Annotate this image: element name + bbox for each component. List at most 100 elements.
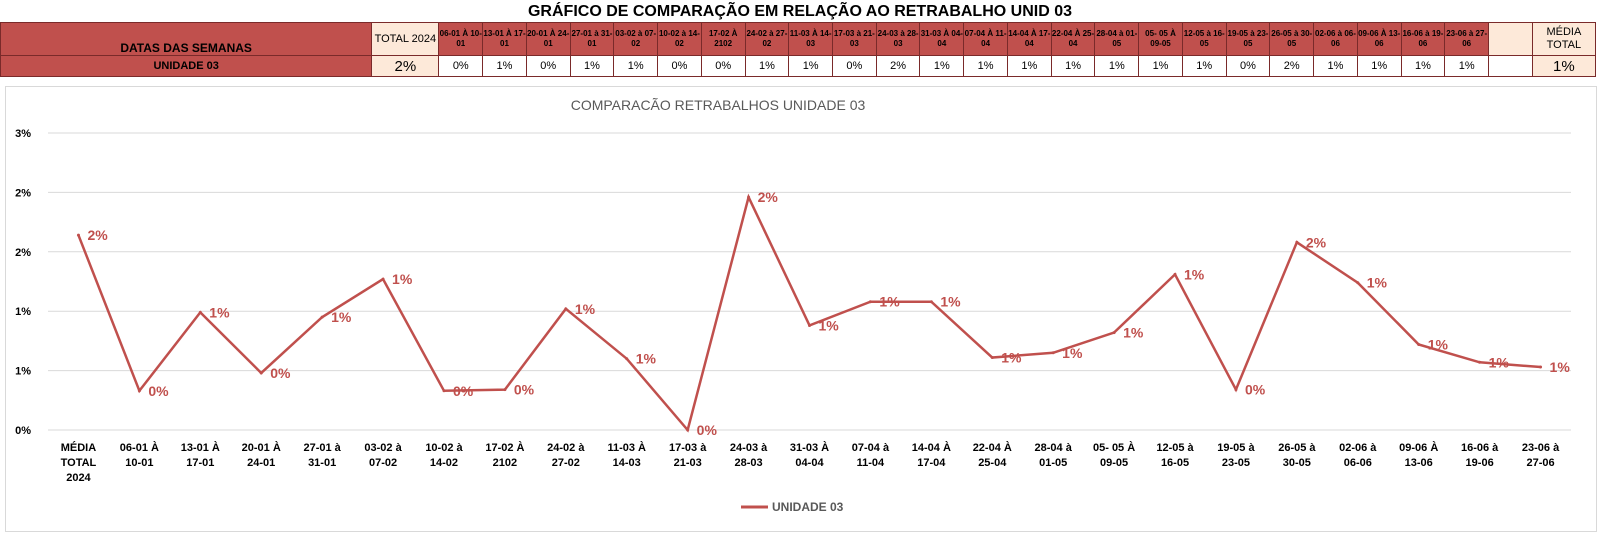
data-point[interactable] bbox=[564, 307, 568, 311]
x-tick-label: 14-04 À 17-04 bbox=[912, 441, 951, 469]
week-header-cell[interactable]: 10-02 à 14-02 bbox=[657, 22, 702, 56]
total-value-cell[interactable]: 2% bbox=[371, 55, 440, 77]
week-header-cell[interactable]: 24-02 à 27-02 bbox=[744, 22, 790, 56]
data-point[interactable] bbox=[76, 233, 80, 237]
week-value-cell[interactable]: 1% bbox=[1050, 55, 1096, 77]
week-header-cell[interactable]: 11-03 À 14-03 bbox=[788, 22, 834, 56]
week-header-cell[interactable]: 31-03 À 04-04 bbox=[919, 22, 965, 56]
week-value-cell[interactable]: 1% bbox=[963, 55, 1008, 77]
data-point[interactable] bbox=[320, 315, 324, 319]
data-point[interactable] bbox=[1051, 351, 1055, 355]
empty-value-cell[interactable] bbox=[1488, 55, 1533, 77]
week-header-cell[interactable]: 06-01 À 10-01 bbox=[438, 22, 484, 56]
weeks-label-cell[interactable]: DATAS DAS SEMANAS bbox=[0, 22, 373, 56]
data-label: 2% bbox=[1306, 234, 1327, 250]
data-point[interactable] bbox=[808, 323, 811, 327]
data-label: 0% bbox=[697, 422, 718, 438]
data-label: 0% bbox=[270, 365, 291, 381]
week-header-cell[interactable]: 02-06 à 06-06 bbox=[1313, 22, 1358, 56]
week-value-cell[interactable]: 0% bbox=[525, 55, 571, 77]
week-value-cell[interactable]: 1% bbox=[919, 55, 965, 77]
week-header-cell[interactable]: 16-06 à 19-06 bbox=[1400, 22, 1446, 56]
week-header-cell[interactable]: 20-01 À 24-01 bbox=[525, 22, 571, 56]
y-tick-label: 2% bbox=[15, 247, 31, 259]
x-tick-label: 26-05 à 30-05 bbox=[1278, 442, 1316, 469]
x-tick-label: 10-02 à 14-02 bbox=[425, 442, 463, 469]
data-point[interactable] bbox=[137, 389, 141, 393]
week-value-cell[interactable]: 2% bbox=[875, 55, 921, 77]
week-header-cell[interactable]: 17-03 à 21-03 bbox=[832, 22, 877, 56]
data-point[interactable] bbox=[1478, 360, 1482, 364]
media-value-cell[interactable]: 1% bbox=[1531, 55, 1597, 77]
week-value-cell[interactable]: 1% bbox=[1138, 55, 1183, 77]
media-header-cell[interactable]: MÉDIA TOTAL bbox=[1531, 22, 1597, 56]
data-point[interactable] bbox=[1295, 240, 1299, 244]
week-value-cell[interactable]: 0% bbox=[832, 55, 877, 77]
data-point[interactable] bbox=[1356, 281, 1360, 285]
week-value-cell[interactable]: 1% bbox=[1006, 55, 1052, 77]
week-value-cell[interactable]: 2% bbox=[1269, 55, 1315, 77]
total-header-cell[interactable]: TOTAL 2024 bbox=[371, 22, 440, 56]
week-header-cell[interactable]: 03-02 à 07-02 bbox=[613, 22, 659, 56]
week-value-cell[interactable]: 1% bbox=[1094, 55, 1140, 77]
data-label: 1% bbox=[879, 294, 900, 310]
data-point[interactable] bbox=[503, 388, 507, 392]
week-header-cell[interactable]: 22-04 À 25-04 bbox=[1050, 22, 1096, 56]
week-value-cell[interactable]: 0% bbox=[438, 55, 484, 77]
data-point[interactable] bbox=[990, 356, 994, 360]
line-chart: COMPARACÃO RETRABALHOS UNIDADE 03 0% 1% 1%… bbox=[15, 97, 1571, 514]
week-value-cell[interactable]: 1% bbox=[613, 55, 659, 77]
data-point[interactable] bbox=[198, 310, 202, 314]
week-value-cell[interactable]: 1% bbox=[1400, 55, 1446, 77]
data-point[interactable] bbox=[1417, 342, 1421, 346]
week-value-cell[interactable]: 1% bbox=[1181, 55, 1227, 77]
week-header-cell[interactable]: 24-03 à 28-03 bbox=[875, 22, 921, 56]
week-value-cell[interactable]: 1% bbox=[788, 55, 834, 77]
week-header-cell[interactable]: 14-04 À 17-04 bbox=[1006, 22, 1052, 56]
data-point[interactable] bbox=[1234, 388, 1238, 392]
data-point[interactable] bbox=[625, 357, 629, 361]
data-point[interactable] bbox=[259, 371, 263, 375]
x-tick-label: 22-04 À 25-04 bbox=[973, 441, 1012, 469]
x-tick-label: 24-03 à 28-03 bbox=[730, 442, 768, 469]
week-header-cell[interactable]: 28-04 à 01-05 bbox=[1094, 22, 1140, 56]
data-point[interactable] bbox=[1173, 272, 1177, 276]
x-tick-label: 06-01 À 10-01 bbox=[120, 441, 159, 469]
week-value-cell[interactable]: 1% bbox=[1356, 55, 1402, 77]
data-point[interactable] bbox=[1539, 365, 1543, 369]
week-value-cell[interactable]: 0% bbox=[657, 55, 702, 77]
chart-area[interactable]: COMPARACÃO RETRABALHOS UNIDADE 03 0% 1% 1%… bbox=[5, 86, 1597, 532]
data-label: 1% bbox=[392, 271, 413, 287]
data-point[interactable] bbox=[686, 428, 690, 432]
y-tick-label: 2% bbox=[15, 187, 31, 199]
week-header-cell[interactable]: 17-02 À 2102 bbox=[700, 22, 746, 56]
y-tick-label: 0% bbox=[15, 425, 31, 437]
week-value-cell[interactable]: 1% bbox=[569, 55, 615, 77]
week-header-cell[interactable]: 09-06 À 13-06 bbox=[1356, 22, 1402, 56]
week-value-cell[interactable]: 1% bbox=[1444, 55, 1490, 77]
week-header-cell[interactable]: 23-06 à 27-06 bbox=[1444, 22, 1490, 56]
week-value-cell[interactable]: 1% bbox=[1313, 55, 1358, 77]
week-header-cell[interactable]: 12-05 à 16-05 bbox=[1181, 22, 1227, 56]
week-value-cell[interactable]: 0% bbox=[700, 55, 746, 77]
data-point[interactable] bbox=[929, 300, 933, 304]
week-header-cell[interactable]: 26-05 à 30-05 bbox=[1269, 22, 1315, 56]
empty-header-cell[interactable] bbox=[1488, 22, 1533, 56]
data-point[interactable] bbox=[1112, 331, 1116, 335]
data-point[interactable] bbox=[747, 195, 751, 199]
week-header-cell[interactable]: 05- 05 À 09-05 bbox=[1138, 22, 1183, 56]
data-point[interactable] bbox=[442, 389, 446, 393]
week-value-cell[interactable]: 0% bbox=[1225, 55, 1271, 77]
legend[interactable]: UNIDADE 03 bbox=[741, 500, 844, 514]
week-header-cell[interactable]: 13-01 À 17-01 bbox=[482, 22, 527, 56]
week-header-cell[interactable]: 27-01 à 31-01 bbox=[569, 22, 615, 56]
week-value-cell[interactable]: 1% bbox=[744, 55, 790, 77]
week-header-cell[interactable]: 19-05 à 23-05 bbox=[1225, 22, 1271, 56]
data-point[interactable] bbox=[381, 277, 385, 281]
unit-label-cell[interactable]: UNIDADE 03 bbox=[0, 55, 373, 77]
week-value-cell[interactable]: 1% bbox=[482, 55, 527, 77]
series-line[interactable] bbox=[77, 193, 1541, 433]
data-point[interactable] bbox=[868, 300, 872, 304]
data-label: 1% bbox=[1123, 325, 1144, 341]
week-header-cell[interactable]: 07-04 À 11-04 bbox=[963, 22, 1008, 56]
